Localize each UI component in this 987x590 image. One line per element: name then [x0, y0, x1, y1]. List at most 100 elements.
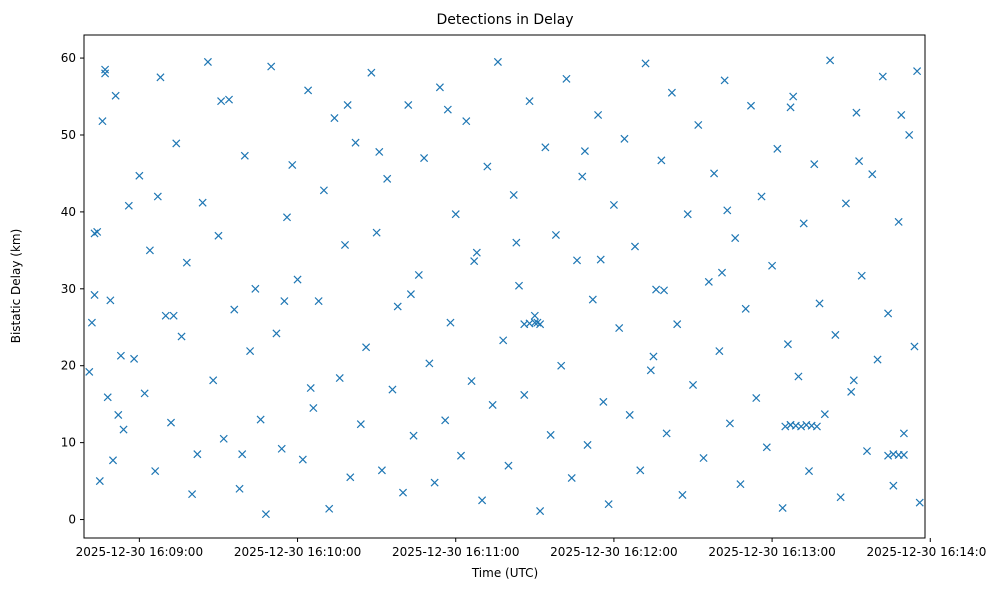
- axes: 2025-12-30 16:09:00 2025-12-30 16:10:00 20…: [61, 51, 987, 559]
- data-point: [151, 467, 160, 476]
- data-point: [562, 74, 571, 83]
- data-point: [161, 311, 170, 320]
- data-point: [182, 258, 191, 267]
- data-point: [905, 130, 914, 140]
- data-point: [783, 340, 792, 349]
- data-point: [662, 429, 671, 438]
- data-point: [815, 299, 824, 308]
- data-point: [625, 410, 634, 419]
- data-point: [304, 86, 313, 95]
- data-point: [393, 302, 402, 311]
- data-point: [847, 387, 856, 396]
- data-point: [319, 186, 328, 195]
- data-point: [572, 256, 582, 265]
- data-point: [667, 88, 676, 97]
- data-point: [657, 156, 666, 165]
- data-point: [230, 305, 239, 314]
- y-tick-label: 60: [61, 51, 76, 65]
- data-point: [203, 57, 212, 66]
- data-point: [219, 434, 228, 443]
- data-point: [430, 478, 439, 487]
- data-point: [536, 507, 545, 516]
- data-point: [580, 147, 589, 156]
- data-point: [794, 372, 803, 381]
- data-point: [773, 144, 782, 153]
- data-point: [280, 297, 289, 306]
- data-point: [362, 343, 371, 352]
- y-tick-label: 20: [61, 359, 76, 373]
- data-point: [135, 171, 144, 180]
- data-point: [723, 206, 732, 215]
- data-point: [235, 484, 244, 493]
- data-point: [683, 210, 692, 219]
- data-point: [884, 309, 893, 318]
- data-point: [340, 240, 350, 249]
- data-point: [145, 246, 154, 255]
- data-point: [546, 430, 555, 439]
- y-tick-label: 50: [61, 128, 76, 142]
- y-tick-label: 10: [61, 436, 76, 450]
- data-point: [812, 422, 821, 431]
- data-point: [649, 352, 658, 361]
- data-point: [277, 444, 286, 453]
- data-point: [899, 429, 908, 438]
- data-point: [659, 286, 669, 295]
- data-point: [101, 69, 110, 78]
- data-point: [741, 304, 750, 313]
- data-point: [836, 493, 845, 502]
- data-point: [351, 138, 360, 147]
- x-tick-label: 2025-12-30 16:09:00: [76, 545, 203, 559]
- data-point: [652, 285, 661, 294]
- data-point: [119, 425, 128, 434]
- data-point: [857, 271, 866, 280]
- data-point: [786, 103, 795, 112]
- data-point: [646, 366, 655, 375]
- data-point: [746, 101, 756, 110]
- data-point: [799, 219, 808, 228]
- data-point: [910, 342, 919, 351]
- data-point: [172, 139, 181, 148]
- data-point: [820, 410, 829, 419]
- data-point: [762, 443, 771, 452]
- x-tick-label: 2025-12-30 16:11:00: [392, 545, 519, 559]
- data-point: [330, 114, 339, 123]
- data-point: [293, 275, 302, 284]
- data-point: [282, 213, 292, 222]
- data-point: [435, 83, 444, 92]
- data-point: [124, 201, 133, 210]
- data-point: [472, 248, 481, 257]
- data-point: [441, 416, 450, 425]
- y-tick-label: 40: [61, 205, 76, 219]
- data-point: [530, 311, 539, 320]
- data-point: [551, 230, 560, 239]
- data-point: [525, 97, 534, 106]
- data-point: [894, 217, 903, 226]
- data-point: [238, 450, 247, 459]
- data-point: [335, 373, 344, 383]
- data-point: [108, 456, 118, 465]
- data-point: [251, 284, 260, 293]
- data-point: [483, 162, 492, 171]
- data-point: [810, 160, 819, 169]
- data-point: [451, 210, 460, 219]
- data-point: [169, 311, 178, 320]
- data-point: [367, 68, 376, 77]
- data-point: [752, 393, 761, 403]
- data-point: [406, 290, 415, 299]
- data-point: [443, 105, 452, 114]
- data-point: [757, 192, 766, 201]
- data-point: [114, 410, 123, 419]
- data-point: [488, 400, 497, 409]
- data-point: [897, 110, 906, 120]
- chart-title: Detections in Delay: [436, 12, 573, 28]
- data-point: [852, 108, 861, 117]
- data-point: [246, 347, 255, 356]
- data-point: [343, 100, 352, 110]
- data-point: [446, 318, 455, 327]
- data-point: [214, 231, 223, 240]
- data-point: [688, 380, 698, 389]
- data-point: [868, 170, 877, 179]
- data-point: [514, 281, 524, 290]
- data-point: [467, 377, 476, 386]
